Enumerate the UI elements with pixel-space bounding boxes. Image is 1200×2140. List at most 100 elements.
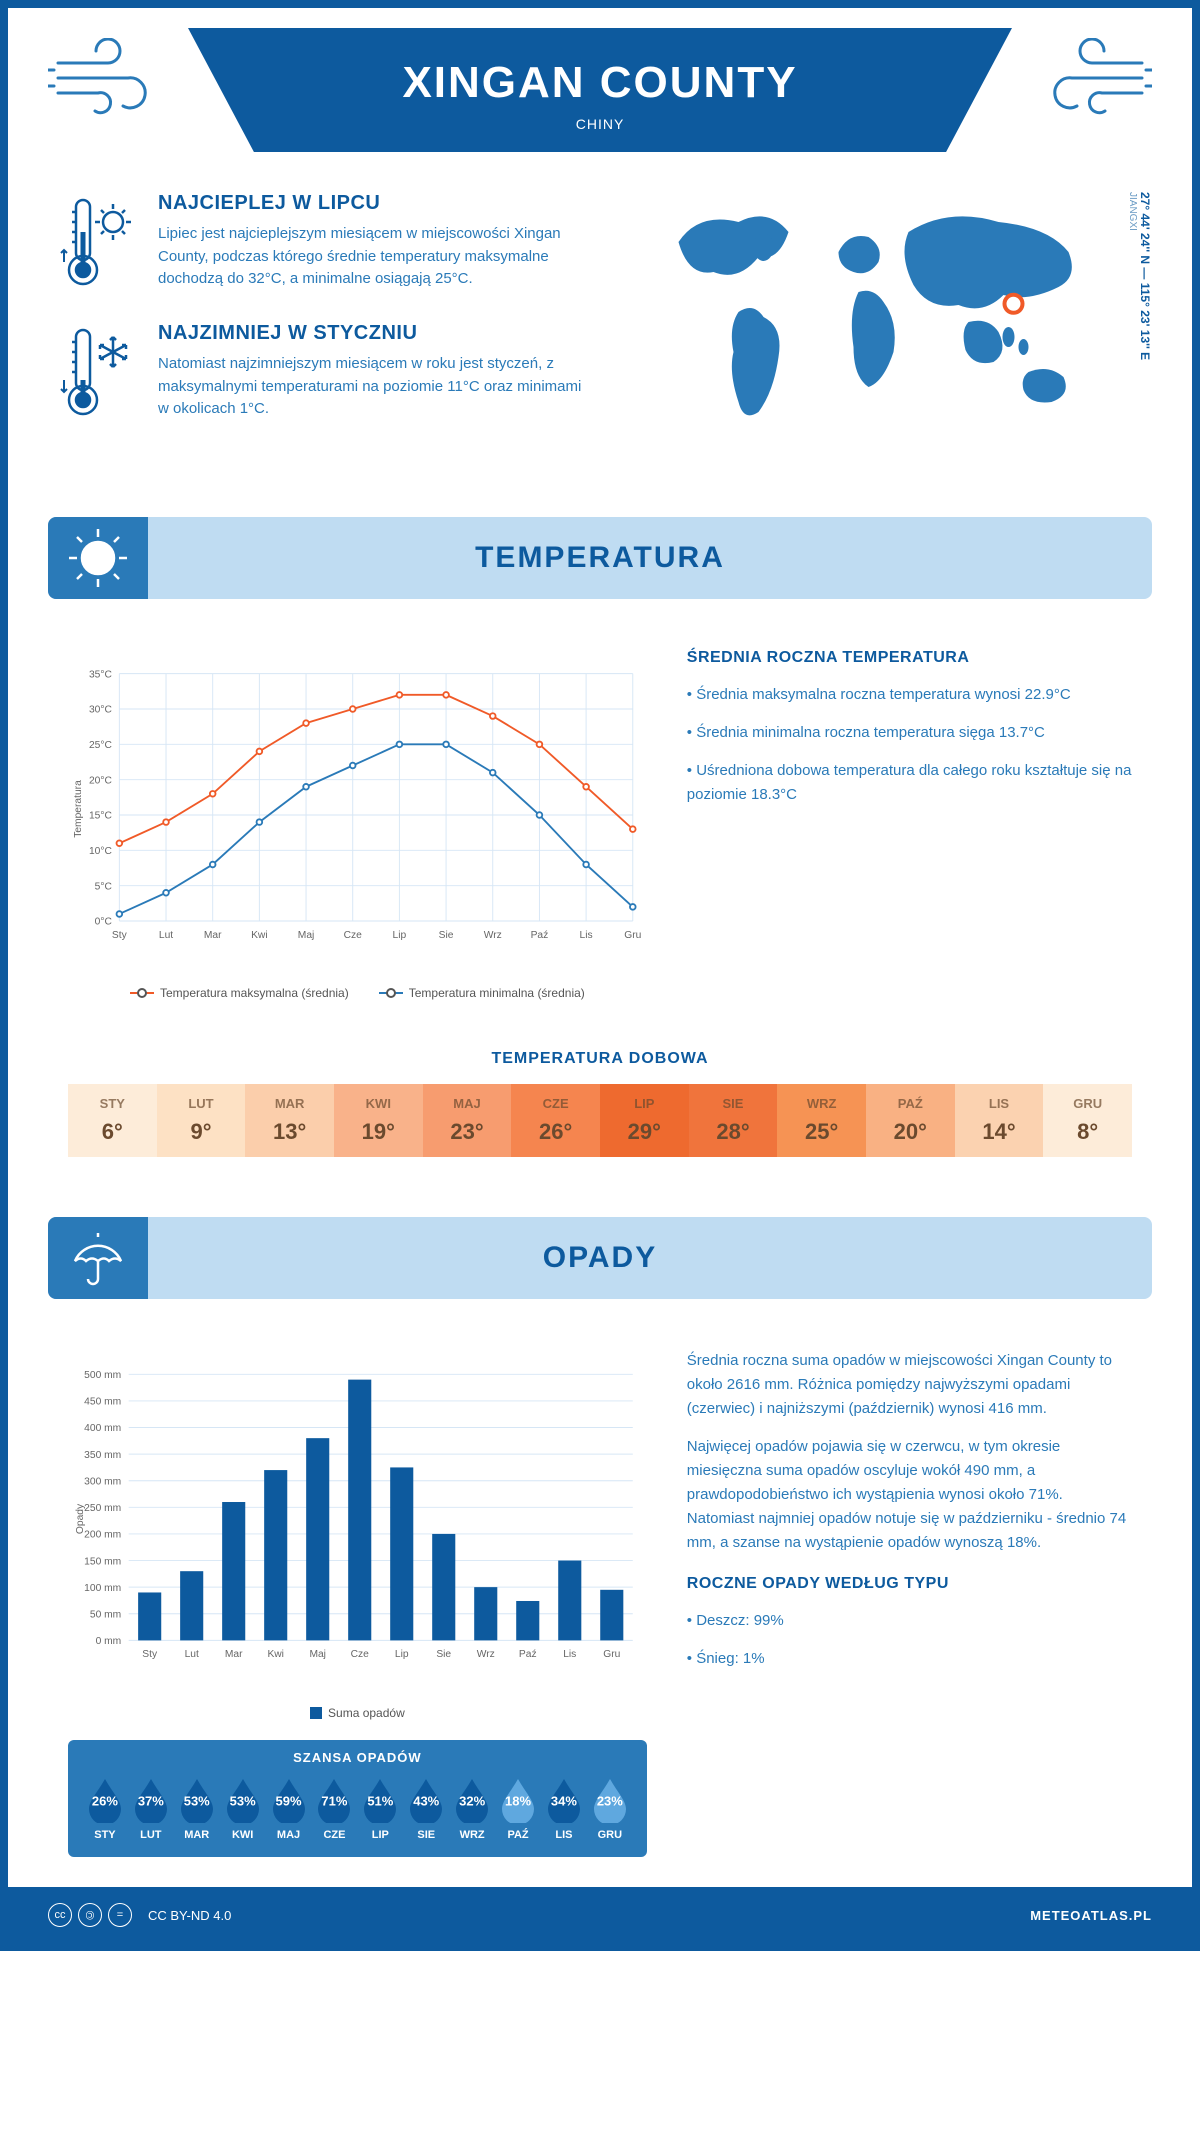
svg-text:Cze: Cze <box>344 930 363 941</box>
svg-text:400 mm: 400 mm <box>84 1423 121 1434</box>
svg-text:450 mm: 450 mm <box>84 1397 121 1408</box>
svg-text:Kwi: Kwi <box>251 930 268 941</box>
svg-text:Lis: Lis <box>580 930 593 941</box>
header-banner: XINGAN COUNTY CHINY <box>188 28 1012 152</box>
svg-text:Sty: Sty <box>142 1649 158 1660</box>
section-title-temperature: TEMPERATURA <box>48 541 1152 575</box>
svg-text:Sty: Sty <box>112 930 128 941</box>
precip-chance-heading: SZANSA OPADÓW <box>84 1750 631 1765</box>
svg-text:30°C: 30°C <box>89 705 113 716</box>
world-map <box>615 192 1142 452</box>
intro-right: JIANGXI 27° 44' 24'' N — 115° 23' 13'' E <box>615 192 1142 457</box>
daily-temp-cell: CZE26° <box>511 1084 600 1157</box>
svg-text:25°C: 25°C <box>89 740 113 751</box>
svg-text:500 mm: 500 mm <box>84 1370 121 1381</box>
precip-chart-box: 0 mm50 mm100 mm150 mm200 mm250 mm300 mm3… <box>68 1349 647 1857</box>
svg-text:Paź: Paź <box>531 930 549 941</box>
legend-item: Temperatura maksymalna (średnia) <box>130 986 349 1000</box>
svg-text:300 mm: 300 mm <box>84 1476 121 1487</box>
temperature-bullet-1: • Średnia minimalna roczna temperatura s… <box>687 721 1132 745</box>
svg-text:0°C: 0°C <box>95 917 113 928</box>
site-label: METEOATLAS.PL <box>1030 1908 1152 1923</box>
daily-temp-section: TEMPERATURA DOBOWA STY6°LUT9°MAR13°KWI19… <box>8 1030 1192 1197</box>
precip-legend: Suma opadów <box>68 1706 647 1720</box>
temperature-desc-heading: ŚREDNIA ROCZNA TEMPERATURA <box>687 649 1132 667</box>
intro-section: NAJCIEPLEJ W LIPCU Lipiec jest najcieple… <box>8 152 1192 497</box>
info-body-cold: Natomiast najzimniejszym miesiącem w rok… <box>158 353 585 421</box>
svg-text:20°C: 20°C <box>89 775 113 786</box>
umbrella-icon-box <box>48 1217 148 1299</box>
temperature-line-chart: 0°C5°C10°C15°C20°C25°C30°C35°CStyLutMarK… <box>68 649 647 969</box>
daily-temp-cell: LIS14° <box>955 1084 1044 1157</box>
by-icon: 🄯 <box>78 1903 102 1927</box>
svg-text:Sie: Sie <box>439 930 454 941</box>
svg-text:Temperatura: Temperatura <box>73 780 84 838</box>
wind-icon-right <box>1032 38 1152 118</box>
precip-chart-section: 0 mm50 mm100 mm150 mm200 mm250 mm300 mm3… <box>8 1319 1192 1887</box>
sun-icon <box>63 523 133 593</box>
svg-text:Mar: Mar <box>225 1649 243 1660</box>
temperature-desc: ŚREDNIA ROCZNA TEMPERATURA • Średnia mak… <box>687 649 1132 1000</box>
svg-text:Lip: Lip <box>393 930 407 941</box>
precip-chance-cell: 18%PAŹ <box>497 1775 539 1841</box>
daily-temp-heading: TEMPERATURA DOBOWA <box>68 1050 1132 1068</box>
svg-text:50 mm: 50 mm <box>90 1609 121 1620</box>
thermometer-cold-icon <box>58 322 138 422</box>
daily-temp-cell: MAR13° <box>245 1084 334 1157</box>
precip-type-heading: ROCZNE OPADY WEDŁUG TYPU <box>687 1575 1132 1593</box>
svg-text:Mar: Mar <box>204 930 222 941</box>
precip-chance-box: SZANSA OPADÓW 26%STY37%LUT53%MAR53%KWI59… <box>68 1740 647 1857</box>
precip-chance-cell: 59%MAJ <box>268 1775 310 1841</box>
license-block: cc 🄯 = CC BY-ND 4.0 <box>48 1903 231 1927</box>
section-header-temperature: TEMPERATURA <box>48 517 1152 599</box>
info-body-hot: Lipiec jest najcieplejszym miesiącem w m… <box>158 223 585 291</box>
svg-text:15°C: 15°C <box>89 811 113 822</box>
precip-type-1: • Śnieg: 1% <box>687 1647 1132 1671</box>
svg-text:Cze: Cze <box>351 1649 370 1660</box>
precip-chance-cell: 32%WRZ <box>451 1775 493 1841</box>
footer: cc 🄯 = CC BY-ND 4.0 METEOATLAS.PL <box>8 1887 1192 1943</box>
svg-text:35°C: 35°C <box>89 669 113 680</box>
temperature-chart-box: 0°C5°C10°C15°C20°C25°C30°C35°CStyLutMarK… <box>68 649 647 1000</box>
section-title-precip: OPADY <box>48 1241 1152 1275</box>
page-frame: XINGAN COUNTY CHINY <box>0 0 1200 1951</box>
svg-text:Maj: Maj <box>309 1649 326 1660</box>
cc-icon: cc <box>48 1903 72 1927</box>
svg-text:Opady: Opady <box>75 1503 86 1534</box>
precip-chance-cell: 26%STY <box>84 1775 126 1841</box>
daily-temp-cell: SIE28° <box>689 1084 778 1157</box>
intro-left: NAJCIEPLEJ W LIPCU Lipiec jest najcieple… <box>58 192 585 457</box>
precip-chance-cell: 53%KWI <box>222 1775 264 1841</box>
daily-temp-cell: KWI19° <box>334 1084 423 1157</box>
daily-temp-grid: STY6°LUT9°MAR13°KWI19°MAJ23°CZE26°LIP29°… <box>68 1084 1132 1157</box>
info-block-hot: NAJCIEPLEJ W LIPCU Lipiec jest najcieple… <box>58 192 585 292</box>
svg-text:200 mm: 200 mm <box>84 1530 121 1541</box>
wind-icon-left <box>48 38 168 118</box>
temperature-bullet-2: • Uśredniona dobowa temperatura dla całe… <box>687 759 1132 807</box>
daily-temp-cell: GRU8° <box>1043 1084 1132 1157</box>
precip-chance-drops: 26%STY37%LUT53%MAR53%KWI59%MAJ71%CZE51%L… <box>84 1775 631 1841</box>
page-subtitle: CHINY <box>188 116 1012 132</box>
svg-text:Wrz: Wrz <box>477 1649 495 1660</box>
temperature-legend: Temperatura maksymalna (średnia)Temperat… <box>68 986 647 1000</box>
precip-para-0: Średnia roczna suma opadów w miejscowośc… <box>687 1349 1132 1421</box>
precip-chance-cell: 71%CZE <box>313 1775 355 1841</box>
info-heading-hot: NAJCIEPLEJ W LIPCU <box>158 192 585 215</box>
svg-text:Sie: Sie <box>436 1649 451 1660</box>
header: XINGAN COUNTY CHINY <box>8 8 1192 152</box>
precip-legend-swatch <box>310 1707 322 1719</box>
daily-temp-cell: PAŹ20° <box>866 1084 955 1157</box>
precip-chance-cell: 34%LIS <box>543 1775 585 1841</box>
svg-text:10°C: 10°C <box>89 846 113 857</box>
svg-text:Lis: Lis <box>563 1649 576 1660</box>
umbrella-icon <box>63 1223 133 1293</box>
svg-text:Lip: Lip <box>395 1649 409 1660</box>
svg-text:250 mm: 250 mm <box>84 1503 121 1514</box>
precip-desc: Średnia roczna suma opadów w miejscowośc… <box>687 1349 1132 1857</box>
sun-icon-box <box>48 517 148 599</box>
svg-text:Gru: Gru <box>624 930 641 941</box>
temperature-chart-section: 0°C5°C10°C15°C20°C25°C30°C35°CStyLutMarK… <box>8 619 1192 1030</box>
page-title: XINGAN COUNTY <box>188 58 1012 108</box>
precip-chance-cell: 53%MAR <box>176 1775 218 1841</box>
svg-text:Lut: Lut <box>159 930 173 941</box>
